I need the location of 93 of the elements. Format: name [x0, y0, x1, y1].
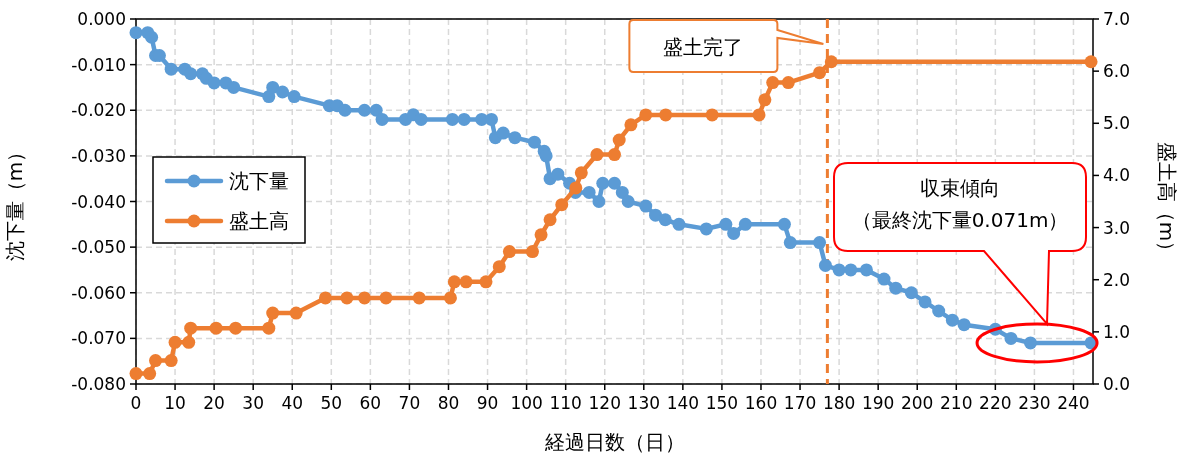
x-tick-label: 0 — [130, 393, 142, 413]
point — [659, 108, 673, 122]
x-tick-label: 240 — [1057, 393, 1090, 413]
point — [624, 118, 638, 132]
annotation: （最終沈下量0.071m） — [851, 208, 1069, 232]
point — [479, 275, 493, 289]
legend-label: 沈下量 — [229, 169, 289, 193]
point — [705, 108, 719, 122]
x-tick-label: 160 — [744, 393, 778, 413]
x-tick-label: 170 — [783, 393, 817, 413]
point — [209, 321, 223, 335]
y-tick-label: -0.080 — [71, 374, 126, 394]
point — [758, 93, 772, 107]
point — [813, 66, 827, 80]
point — [129, 367, 143, 381]
y-axis-title: 沈下量（m） — [3, 141, 27, 262]
point — [289, 306, 303, 320]
x-tick-label: 40 — [281, 393, 304, 413]
point — [164, 354, 178, 368]
point — [781, 76, 795, 90]
annotation: 収束傾向 — [920, 176, 1000, 200]
x-tick-label: 110 — [549, 393, 582, 413]
y-tick-label: -0.060 — [71, 282, 126, 303]
y2-tick-label: 1.0 — [1103, 321, 1131, 342]
x-tick-label: 70 — [398, 393, 421, 413]
y2-tick-label: 4.0 — [1103, 165, 1131, 186]
point — [149, 354, 163, 368]
point — [639, 108, 653, 122]
y2-tick-label: 2.0 — [1103, 269, 1131, 290]
x-tick-label: 30 — [242, 393, 264, 413]
point — [182, 335, 196, 349]
point — [358, 291, 372, 305]
point — [340, 291, 354, 305]
y2-tick-label: 5.0 — [1103, 113, 1131, 134]
y-tick-label: -0.030 — [71, 145, 126, 166]
y-tick-label: -0.040 — [71, 191, 126, 212]
point — [443, 291, 457, 305]
x-tick-label: 20 — [203, 393, 225, 413]
x-tick-label: 100 — [510, 393, 543, 413]
y-tick-label: -0.010 — [71, 54, 126, 75]
point — [590, 148, 604, 162]
x-tick-label: 130 — [627, 393, 661, 413]
y2-axis-title: 盛土高（m） — [1155, 141, 1179, 262]
x-tick-label: 210 — [940, 393, 973, 413]
x-axis-title: 経過日数（日） — [543, 430, 685, 454]
legend-label: 盛土高 — [229, 209, 289, 233]
point — [525, 245, 539, 259]
point — [766, 76, 780, 90]
y2-tick-label: 3.0 — [1103, 217, 1131, 238]
x-tick-label: 120 — [588, 393, 621, 413]
point — [612, 133, 626, 147]
point — [168, 335, 182, 349]
x-tick-label: 10 — [164, 393, 186, 413]
point — [143, 367, 157, 381]
y-tick-label: -0.050 — [71, 237, 126, 258]
y-tick-label: -0.070 — [71, 328, 126, 349]
x-tick-label: 230 — [1018, 393, 1051, 413]
point — [534, 228, 548, 242]
point — [379, 291, 393, 305]
y-tick-label: 0.000 — [77, 9, 126, 29]
y2-tick-label: 7.0 — [1103, 9, 1131, 29]
point — [318, 291, 332, 305]
x-tick-label: 80 — [437, 393, 460, 413]
x-tick-label: 50 — [320, 393, 343, 413]
x-tick-label: 190 — [861, 393, 895, 413]
x-tick-label: 180 — [822, 393, 856, 413]
point — [459, 275, 473, 289]
y-tick-label: -0.020 — [71, 100, 126, 121]
point — [555, 198, 569, 212]
x-tick-label: 60 — [359, 393, 382, 413]
x-tick-label: 150 — [705, 393, 739, 413]
point — [447, 275, 461, 289]
y2-tick-label: 0.0 — [1103, 374, 1131, 394]
y2-tick-label: 6.0 — [1103, 61, 1131, 82]
x-tick-label: 90 — [476, 393, 499, 413]
annotation: 盛土完了 — [663, 35, 744, 59]
point — [569, 181, 583, 195]
point — [1084, 55, 1098, 69]
point — [543, 213, 557, 227]
point — [824, 55, 838, 69]
point — [574, 166, 588, 180]
point — [184, 321, 198, 335]
x-tick-label: 220 — [979, 393, 1012, 413]
point — [502, 245, 516, 259]
x-tick-label: 200 — [901, 393, 934, 413]
point — [608, 148, 621, 162]
x-tick-label: 140 — [666, 393, 700, 413]
point — [412, 291, 426, 305]
point — [492, 260, 506, 274]
point — [229, 321, 243, 335]
point — [262, 321, 276, 335]
point — [752, 108, 766, 122]
point — [266, 306, 280, 320]
